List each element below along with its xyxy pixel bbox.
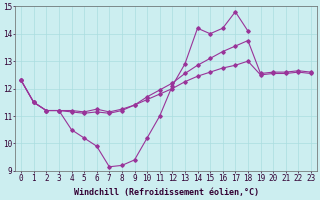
- X-axis label: Windchill (Refroidissement éolien,°C): Windchill (Refroidissement éolien,°C): [74, 188, 259, 197]
